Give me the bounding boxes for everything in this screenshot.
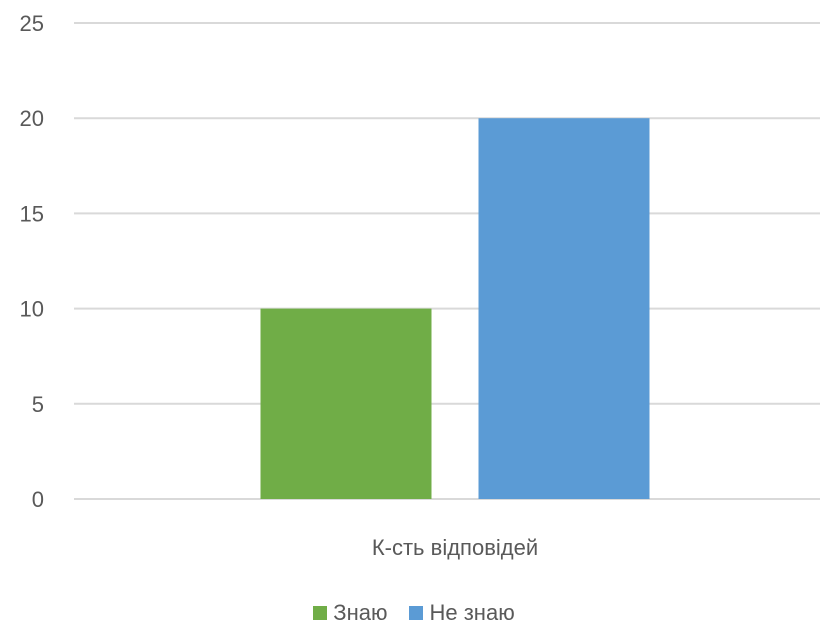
legend-label-znayu: Знаю — [333, 600, 388, 625]
y-tick-label-25: 25 — [20, 11, 44, 36]
legend: Знаю Не знаю — [0, 596, 828, 630]
legend-swatch-ne-znayu — [409, 606, 424, 620]
y-tick-label-20: 20 — [20, 106, 44, 131]
y-tick-label-10: 10 — [20, 297, 44, 322]
bars — [260, 118, 650, 499]
legend-item-znayu: Знаю — [313, 602, 387, 624]
y-tick-label-5: 5 — [32, 392, 44, 417]
legend-label-ne-znayu: Не знаю — [429, 600, 515, 625]
y-tick-label-0: 0 — [32, 487, 44, 512]
x-category-label: К-сть відповідей — [372, 535, 538, 560]
legend-swatch-znayu — [313, 606, 328, 620]
x-axis-category-labels: К-сть відповідей — [372, 535, 538, 560]
legend-item-ne-znayu: Не знаю — [409, 600, 515, 625]
bar-znayu — [260, 308, 432, 499]
y-tick-label-15: 15 — [20, 201, 44, 226]
y-axis-tick-labels: 0 5 10 15 20 25 — [20, 11, 44, 512]
bar-ne-znayu — [478, 118, 650, 499]
gridlines — [74, 22, 820, 500]
